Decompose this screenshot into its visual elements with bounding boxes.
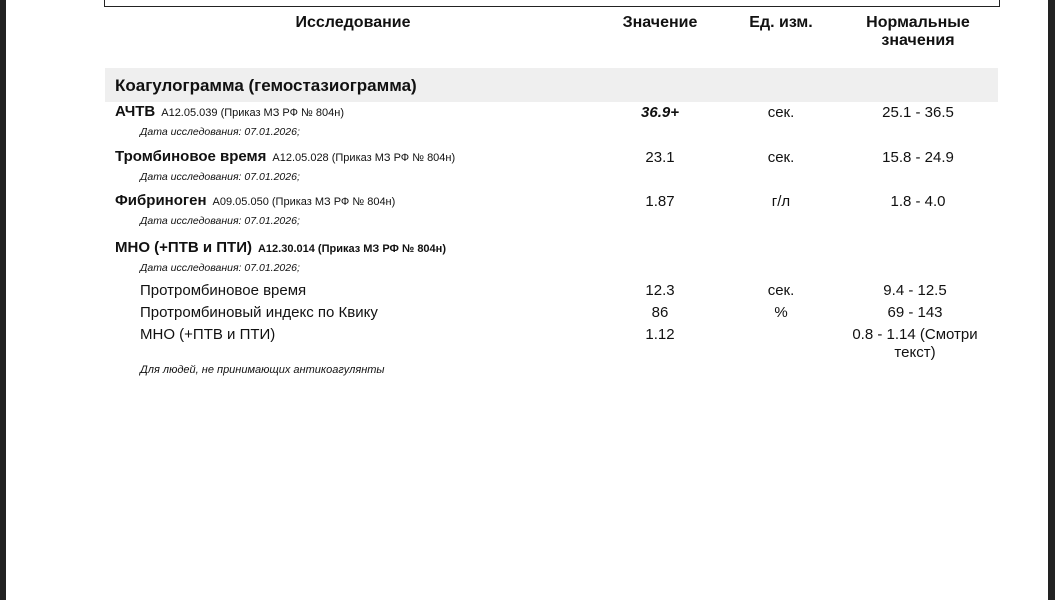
norm: 1.8 - 4.0 [890,193,946,210]
edge-left [0,0,6,600]
edge-right [1048,0,1055,600]
norm: 0.8 - 1.14 (Смотри текст) [852,326,978,361]
test-code: A12.05.039 (Приказ МЗ РФ № 804н) [161,107,344,119]
norm: 9.4 - 12.5 [883,282,947,299]
header-cell: Нормальные значения [866,14,970,49]
test-name: МНО (+ПТВ и ПТИ) A12.30.014 (Приказ МЗ РФ… [115,239,446,256]
norm: 69 - 143 [887,304,943,321]
value: 23.1 [645,149,675,166]
unit: сек. [767,104,795,121]
test-name: АЧТВ A12.05.039 (Приказ МЗ РФ № 804н) [115,103,344,120]
sub-name: МНО (+ПТВ и ПТИ) [140,326,276,343]
note: Для людей, не принимающих антикоагулянты [140,364,385,376]
test-code: A09.05.050 (Приказ МЗ РФ № 804н) [212,196,396,208]
header-cell: Значение [622,14,698,31]
norm: 25.1 - 36.5 [882,104,954,121]
test-code: A12.30.014 (Приказ МЗ РФ № 804н) [257,243,446,255]
value: 1.87 [645,193,675,210]
unit: % [774,304,788,321]
test-name: Тромбиновое время A12.05.028 (Приказ МЗ Р… [115,148,456,165]
unit: сек. [767,149,795,166]
header-cell: Ед. изм. [749,14,813,31]
sub-name: Протромбиновый индекс по Квику [140,304,378,321]
unit: г/л [771,193,791,210]
norm: 15.8 - 24.9 [882,149,954,166]
test-date: Дата исследования: 07.01.2026; [140,171,300,183]
test-date: Дата исследования: 07.01.2026; [140,262,300,274]
top-box [104,0,1000,7]
section-title: Коагулограмма (гемостазиограмма) [115,76,417,95]
test-date: Дата исследования: 07.01.2026; [140,126,300,138]
test-code: A12.05.028 (Приказ МЗ РФ № 804н) [272,152,456,164]
test-date: Дата исследования: 07.01.2026; [140,215,300,227]
header-cell: Исследование [295,14,411,31]
test-name: Фибриноген A09.05.050 (Приказ МЗ РФ № 804… [115,192,396,209]
value: 36.9+ [641,104,679,121]
value: 86 [651,304,669,321]
unit: сек. [767,282,795,299]
section-band [105,68,998,102]
value: 12.3 [645,282,675,299]
sub-name: Протромбиновое время [140,282,307,299]
value: 1.12 [645,326,675,343]
